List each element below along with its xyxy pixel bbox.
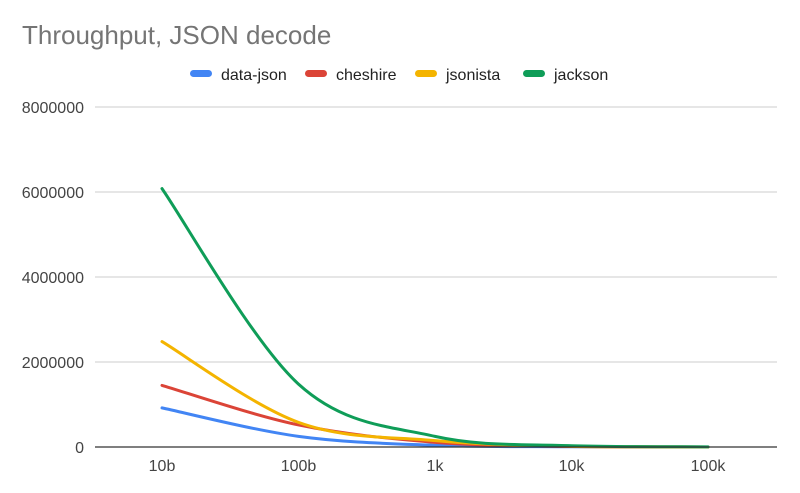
legend-item-jackson: jackson	[523, 67, 608, 84]
x-tick-label: 1k	[427, 458, 445, 475]
legend-swatch	[190, 70, 212, 77]
legend-label: data-json	[221, 67, 287, 84]
x-tick-label: 10k	[559, 458, 586, 475]
legend: data-json cheshire jsonista jackson	[190, 67, 608, 84]
x-tick-label: 100b	[281, 458, 317, 475]
series-line-jackson	[160, 187, 710, 449]
y-tick-label: 0	[75, 440, 84, 457]
y-tick-label: 4000000	[22, 270, 84, 287]
y-tick-label: 2000000	[22, 355, 84, 372]
chart-title: Throughput, JSON decode	[22, 20, 332, 50]
series-lines	[160, 187, 710, 449]
legend-label: jackson	[553, 67, 608, 84]
legend-swatch	[305, 70, 327, 77]
x-tick-label: 10b	[149, 458, 176, 475]
legend-label: jsonista	[445, 67, 500, 84]
legend-item-jsonista: jsonista	[415, 67, 500, 84]
series-line-jsonista	[160, 340, 710, 449]
legend-label: cheshire	[336, 67, 397, 84]
y-tick-label: 6000000	[22, 185, 84, 202]
axes: 0 2000000 4000000 6000000 8000000 10b 100b 1k 10…	[22, 100, 777, 475]
gridlines	[95, 106, 777, 363]
legend-swatch	[523, 70, 545, 77]
legend-swatch	[415, 70, 437, 77]
y-tick-label: 8000000	[22, 100, 84, 117]
x-tick-label: 100k	[691, 458, 727, 475]
legend-item-cheshire: cheshire	[305, 67, 397, 84]
legend-item-data-json: data-json	[190, 67, 287, 84]
